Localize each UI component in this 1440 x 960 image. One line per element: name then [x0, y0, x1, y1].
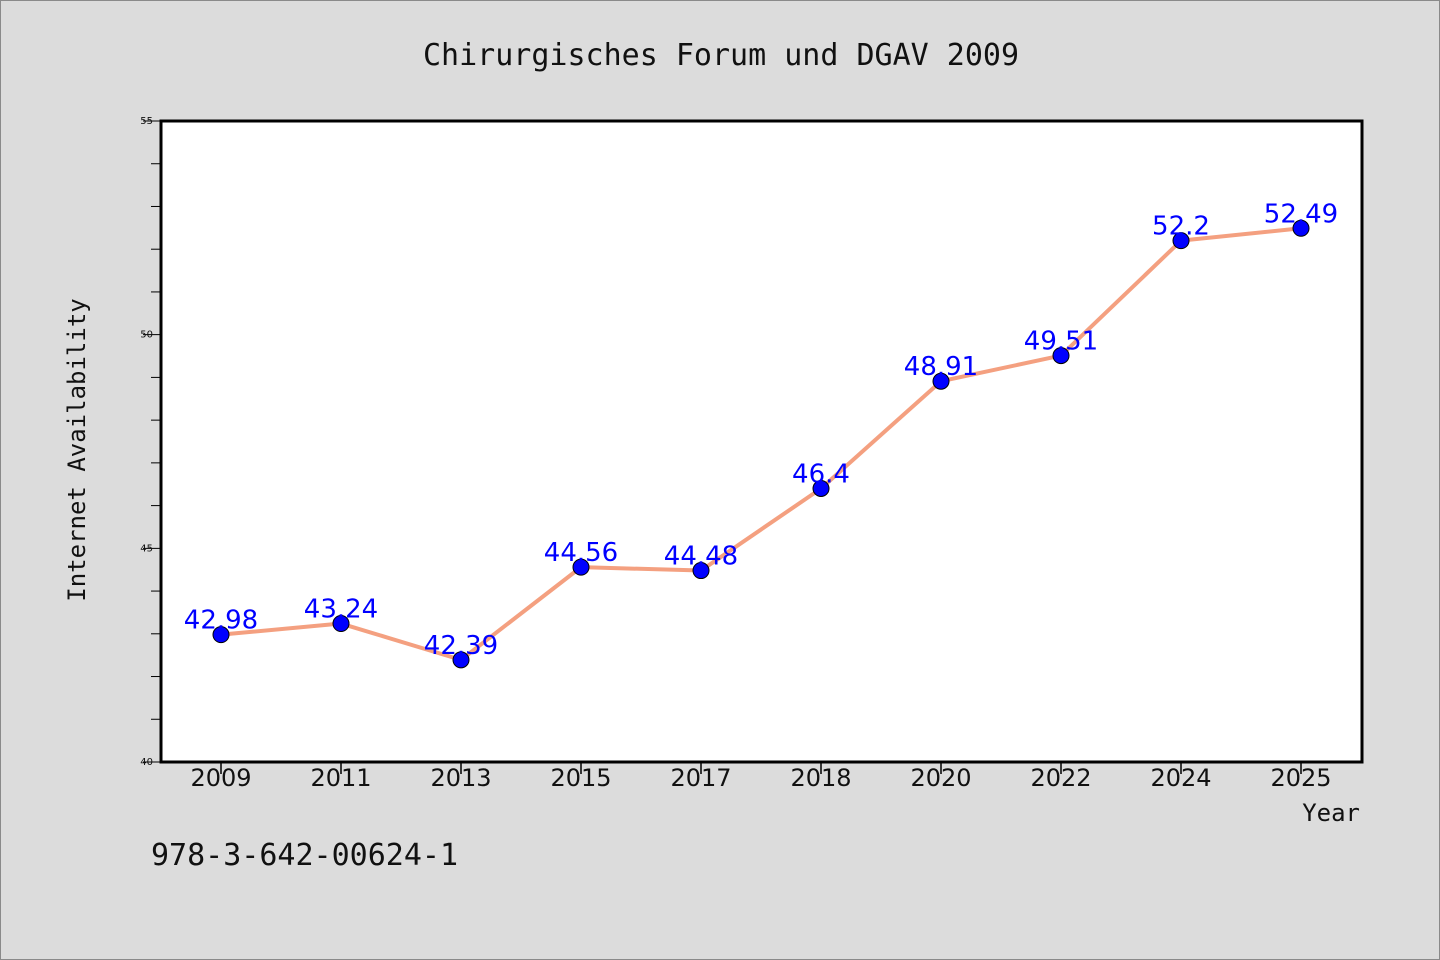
data-label: 46.4	[792, 460, 850, 490]
data-point	[1052, 347, 1070, 365]
y-tick-label: 55	[140, 116, 153, 127]
plot-area	[159, 119, 1364, 764]
x-tick-label: 2017	[670, 764, 731, 792]
data-label: 49.51	[1024, 327, 1098, 357]
data-label: 44.56	[544, 538, 618, 568]
x-tick-label: 2009	[190, 764, 251, 792]
data-point	[812, 480, 830, 498]
series-line	[219, 226, 1303, 662]
data-point	[1292, 219, 1310, 237]
series-layer	[212, 219, 1310, 669]
y-tick-label: 50	[140, 330, 153, 341]
x-tick-label: 2020	[910, 764, 971, 792]
y-tick-label: 40	[140, 757, 153, 768]
x-tick-label: 2022	[1030, 764, 1091, 792]
y-axis-title: Internet Availability	[63, 298, 91, 601]
chart-title: Chirurgisches Forum und DGAV 2009	[423, 38, 1019, 73]
data-label: 52.49	[1264, 199, 1338, 229]
data-point	[332, 615, 350, 633]
x-tick-label: 2018	[790, 764, 851, 792]
data-label-layer: 42.98 43.24 42.39 44.56 44.48 46.4 48.91 49.51 5…	[184, 199, 1338, 661]
data-point	[212, 626, 230, 644]
x-tick-label: 2024	[1150, 764, 1211, 792]
x-tick-label: 2013	[430, 764, 491, 792]
data-point	[1172, 232, 1190, 250]
footer-text: 978-3-642-00624-1	[151, 838, 458, 873]
x-tick-label: 2025	[1270, 764, 1331, 792]
x-axis-title: Year	[1302, 799, 1360, 827]
data-label: 42.39	[424, 631, 498, 661]
data-label: 52.2	[1152, 212, 1210, 242]
x-tick-label: 2015	[550, 764, 611, 792]
y-axis: 40 45 50 55	[140, 116, 161, 768]
y-tick-label: 45	[140, 543, 153, 554]
data-point	[572, 558, 590, 576]
data-label: 43.24	[304, 595, 378, 625]
data-label: 42.98	[184, 606, 258, 636]
x-axis: 2009 2011 2013 2015 2017 2018 2020 2022 2024 2025	[190, 762, 1332, 792]
data-point	[452, 651, 470, 669]
data-point	[692, 562, 710, 580]
data-label: 48.91	[904, 352, 978, 382]
data-point	[932, 372, 950, 390]
x-tick-label: 2011	[310, 764, 371, 792]
data-label: 44.48	[664, 542, 738, 572]
